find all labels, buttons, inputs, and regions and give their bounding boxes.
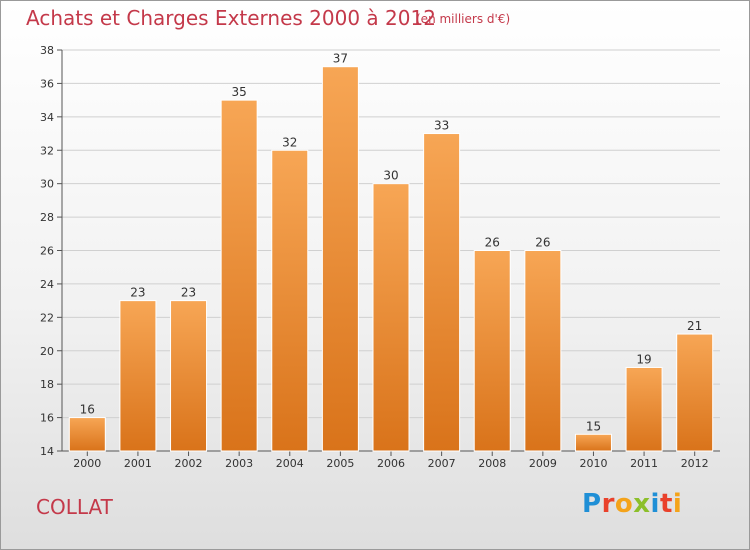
data-label: 37 bbox=[333, 52, 348, 66]
x-tick-label: 2012 bbox=[681, 457, 709, 470]
bar bbox=[574, 433, 612, 452]
bar bbox=[321, 66, 359, 452]
bar bbox=[676, 333, 714, 452]
x-tick-label: 2000 bbox=[73, 457, 101, 470]
x-tick-label: 2010 bbox=[579, 457, 607, 470]
x-tick-label: 2003 bbox=[225, 457, 253, 470]
bar bbox=[372, 183, 410, 452]
y-tick-label: 26 bbox=[40, 245, 54, 258]
y-tick-label: 20 bbox=[40, 345, 54, 358]
bar bbox=[423, 133, 461, 452]
y-tick-label: 34 bbox=[40, 111, 54, 124]
y-tick-label: 24 bbox=[40, 278, 54, 291]
bar bbox=[68, 417, 106, 452]
y-tick-label: 22 bbox=[40, 311, 54, 324]
data-label: 15 bbox=[586, 419, 601, 433]
y-tick-label: 16 bbox=[40, 412, 54, 425]
proxiti-logo[interactable]: Proxiti bbox=[582, 489, 683, 519]
data-label: 23 bbox=[181, 286, 196, 300]
bar bbox=[473, 250, 511, 452]
data-label: 16 bbox=[80, 403, 95, 417]
y-tick-label: 14 bbox=[40, 445, 54, 458]
bars bbox=[68, 66, 714, 452]
x-tick-label: 2001 bbox=[124, 457, 152, 470]
data-label: 26 bbox=[485, 236, 500, 250]
x-tick-label: 2008 bbox=[478, 457, 506, 470]
bar bbox=[220, 99, 258, 452]
data-label: 23 bbox=[130, 286, 145, 300]
x-tick-label: 2006 bbox=[377, 457, 405, 470]
y-tick-label: 36 bbox=[40, 77, 54, 90]
x-tick-label: 2005 bbox=[326, 457, 354, 470]
chart-title: Achats et Charges Externes 2000 à 2012 bbox=[26, 6, 436, 30]
y-tick-label: 32 bbox=[40, 144, 54, 157]
y-tick-label: 18 bbox=[40, 378, 54, 391]
bar bbox=[271, 149, 309, 452]
data-label: 21 bbox=[687, 319, 702, 333]
x-tick-label: 2004 bbox=[276, 457, 304, 470]
chart-subtitle: (en milliers d'€) bbox=[416, 12, 511, 26]
axes: 14 16 18 20 22 24 26 28 30 32 34 36 38 2000 2001 2002 20… bbox=[40, 44, 720, 470]
x-tick-label: 2002 bbox=[175, 457, 203, 470]
data-label: 30 bbox=[383, 169, 398, 183]
y-tick-label: 38 bbox=[40, 44, 54, 57]
data-label: 33 bbox=[434, 119, 449, 133]
bar bbox=[170, 300, 208, 452]
data-label: 32 bbox=[282, 135, 297, 149]
data-label: 35 bbox=[232, 85, 247, 99]
data-label: 26 bbox=[535, 236, 550, 250]
x-tick-label: 2009 bbox=[529, 457, 557, 470]
bar bbox=[119, 300, 157, 452]
bar bbox=[625, 366, 663, 452]
y-tick-label: 28 bbox=[40, 211, 54, 224]
data-labels: 16 23 23 35 32 37 30 33 26 26 15 19 21 bbox=[80, 52, 703, 434]
bar bbox=[524, 250, 562, 452]
x-tick-label: 2011 bbox=[630, 457, 658, 470]
y-tick-label: 30 bbox=[40, 178, 54, 191]
data-label: 19 bbox=[636, 352, 651, 366]
commune-name: COLLAT bbox=[36, 495, 113, 519]
x-tick-label: 2007 bbox=[428, 457, 456, 470]
